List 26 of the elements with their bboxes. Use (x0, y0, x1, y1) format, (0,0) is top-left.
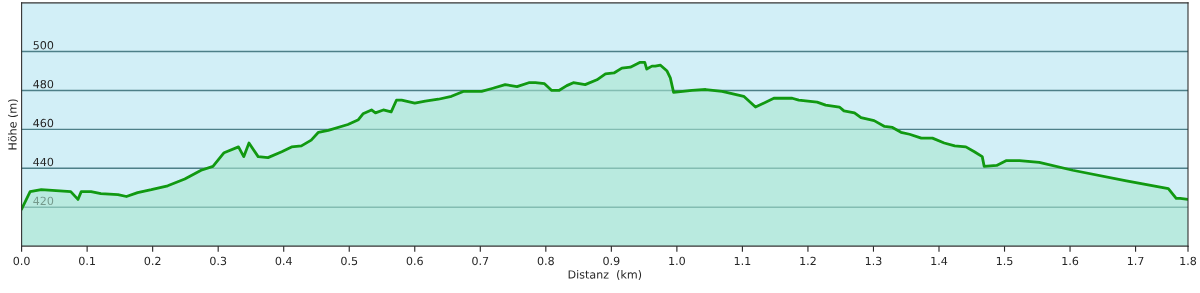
x-axis-title: Distanz (km) (568, 270, 642, 280)
y-tick-label: 420 (33, 196, 54, 206)
x-tick-label: 1.0 (669, 256, 685, 266)
x-tick-label: 1.4 (931, 256, 948, 265)
x-tick-label: 0.4 (275, 256, 292, 266)
x-tick-label: 0.9 (603, 256, 620, 266)
x-tick-label: 1.7 (1127, 256, 1144, 265)
y-tick-label: 460 (33, 118, 54, 128)
x-tick-label: 1.5 (996, 256, 1013, 266)
x-tick-label: 0.1 (79, 256, 95, 266)
x-tick-label: 0.7 (472, 256, 489, 266)
x-tick-label: 0.2 (144, 256, 161, 266)
y-tick-label: 480 (33, 79, 54, 89)
x-tick-label: 1.3 (865, 256, 882, 266)
x-tick-label: 1.2 (800, 256, 816, 265)
y-tick-label: 500 (33, 41, 54, 50)
y-axis-title: Höhe (m) (8, 99, 18, 150)
x-tick-label: 1.1 (734, 256, 751, 265)
x-tick-label: 1.6 (1062, 256, 1079, 266)
x-tick-label: 0.8 (537, 256, 554, 266)
x-tick-label: 0.0 (13, 256, 30, 266)
x-tick-label: 0.3 (210, 256, 227, 266)
x-tick-label: 1.8 (1180, 256, 1197, 266)
x-tick-label: 0.5 (341, 256, 358, 266)
y-tick-label: 440 (33, 157, 54, 167)
x-tick-label: 0.6 (406, 256, 423, 266)
